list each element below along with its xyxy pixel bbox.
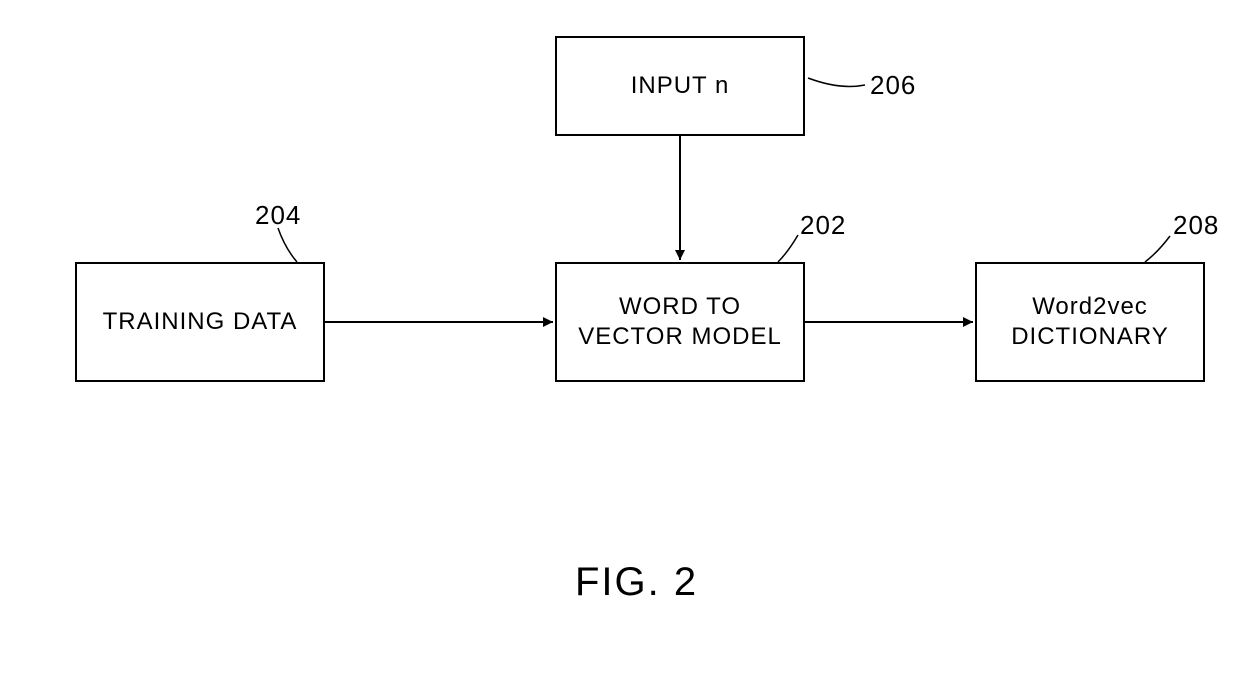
training-data-label: TRAINING DATA [103, 307, 298, 337]
word-to-vector-box: WORD TO VECTOR MODEL [555, 262, 805, 382]
word-to-vector-line2: VECTOR MODEL [578, 323, 782, 350]
word2vec-dictionary-label: Word2vec DICTIONARY [1011, 292, 1169, 352]
ref-204: 204 [255, 200, 301, 231]
word-to-vector-line1: WORD TO [619, 293, 741, 320]
diagram-canvas: TRAINING DATA INPUT n WORD TO VECTOR MOD… [0, 0, 1239, 682]
training-data-box: TRAINING DATA [75, 262, 325, 382]
figure-caption: FIG. 2 [575, 560, 698, 605]
leader-202 [778, 235, 798, 262]
leader-208 [1145, 236, 1170, 262]
input-n-box: INPUT n [555, 36, 805, 136]
ref-206: 206 [870, 70, 916, 101]
word2vec-dictionary-box: Word2vec DICTIONARY [975, 262, 1205, 382]
word2vec-line1: Word2vec [1032, 293, 1148, 320]
leader-204 [278, 228, 297, 262]
input-n-label: INPUT n [631, 71, 730, 101]
word-to-vector-label: WORD TO VECTOR MODEL [578, 292, 782, 352]
ref-202: 202 [800, 210, 846, 241]
ref-208: 208 [1173, 210, 1219, 241]
leader-206 [808, 78, 865, 86]
word2vec-line2: DICTIONARY [1011, 323, 1169, 350]
